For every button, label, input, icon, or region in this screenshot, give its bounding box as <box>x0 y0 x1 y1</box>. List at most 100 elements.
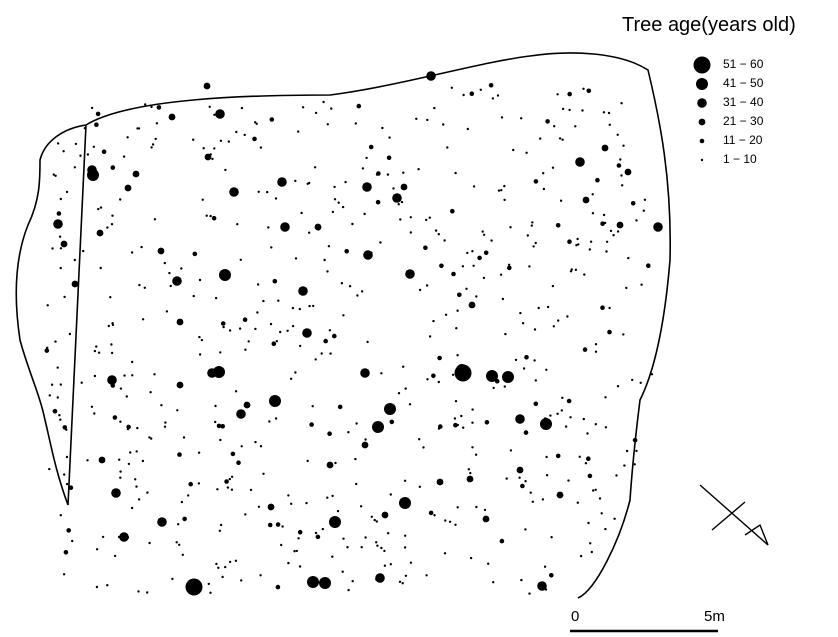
tree-dot <box>487 563 489 565</box>
tree-dot <box>224 169 226 171</box>
tree-dot <box>437 356 442 361</box>
tree-dot <box>216 488 218 490</box>
tree-dot <box>507 266 512 271</box>
tree-dot <box>60 247 62 249</box>
tree-dot <box>417 168 419 170</box>
tree-dot <box>314 166 316 168</box>
tree-dot <box>604 528 606 530</box>
tree-dot <box>206 215 208 217</box>
tree-dot <box>640 284 642 286</box>
legend-label-11-20: 11 − 20 <box>723 133 762 147</box>
tree-dot <box>106 226 108 228</box>
tree-dot <box>356 294 358 296</box>
tree-dot <box>634 463 636 465</box>
tree-dot <box>467 476 474 483</box>
tree-dot <box>376 200 381 205</box>
tree-dot <box>577 243 579 245</box>
tree-dot <box>277 300 279 302</box>
tree-dot <box>136 450 138 452</box>
tree-dot <box>509 226 511 228</box>
tree-dot <box>131 374 133 376</box>
tree-dot <box>468 468 470 470</box>
tree-dot <box>375 573 385 583</box>
tree-dot <box>399 581 401 583</box>
tree-dot <box>53 409 58 414</box>
tree-dot <box>166 310 168 312</box>
tree-dot <box>140 246 142 248</box>
tree-dot <box>235 560 237 562</box>
tree-dot <box>69 485 74 490</box>
tree-dot <box>270 323 272 325</box>
tree-dot <box>258 191 260 193</box>
tree-dot <box>547 306 549 308</box>
tree-dot <box>342 314 344 316</box>
tree-dot <box>299 308 301 310</box>
legend-dot-1-10 <box>690 151 716 170</box>
tree-dot <box>74 166 76 168</box>
tree-dot <box>334 198 336 200</box>
tree-dot <box>627 257 629 259</box>
tree-dot <box>235 390 237 392</box>
tree-dot <box>72 281 79 288</box>
tree-dot <box>592 212 594 214</box>
tree-dot <box>592 489 594 491</box>
tree-dot <box>524 528 526 530</box>
legend-dot-21-30 <box>690 113 716 132</box>
tree-dot <box>51 384 53 386</box>
tree-dot <box>429 335 431 337</box>
tree-dot <box>221 576 223 578</box>
tree-dot <box>469 472 471 474</box>
tree-dot <box>60 514 62 516</box>
tree-dot <box>600 305 605 310</box>
tree-dot <box>59 419 61 421</box>
tree-dot <box>239 327 241 329</box>
tree-dot <box>355 422 357 424</box>
tree-dot <box>483 516 490 523</box>
tree-dot <box>615 474 617 476</box>
tree-dot <box>274 400 276 402</box>
tree-dot <box>475 506 477 508</box>
tree-dot <box>568 109 570 111</box>
tree-dot <box>469 302 476 309</box>
tree-dot <box>57 142 59 144</box>
tree-dot <box>177 319 184 326</box>
tree-dot <box>542 172 544 174</box>
tree-dot <box>456 310 458 312</box>
tree-dot <box>273 279 278 284</box>
tree-dot <box>644 199 646 201</box>
tree-dot <box>387 173 389 175</box>
tree-dot <box>328 245 330 247</box>
tree-dot <box>215 297 217 299</box>
tree-dot <box>613 518 615 520</box>
tree-dot <box>437 479 444 486</box>
tree-dot <box>643 210 645 212</box>
tree-dot <box>215 563 217 565</box>
tree-dot <box>58 414 60 416</box>
tree-dot <box>375 541 377 543</box>
tree-dot <box>621 184 623 186</box>
tree-dot <box>193 295 195 297</box>
tree-dot <box>102 149 107 154</box>
tree-dot <box>347 431 349 433</box>
tree-dot <box>438 233 440 235</box>
tree-dot <box>231 489 233 491</box>
tree-dot <box>418 438 420 440</box>
tree-dot <box>565 425 567 427</box>
tree-dot <box>612 234 614 236</box>
tree-dot <box>532 501 534 503</box>
tree-dot <box>520 579 522 581</box>
tree-dot <box>254 328 256 330</box>
tree-dot <box>381 127 383 129</box>
tree-dot <box>319 577 331 589</box>
tree-dot <box>535 379 537 381</box>
tree-dot <box>321 352 323 354</box>
tree-dot <box>120 387 122 389</box>
tree-dot <box>259 574 261 576</box>
tree-dot <box>176 409 178 411</box>
tree-dot <box>229 329 231 331</box>
legend-dot-41-50 <box>690 75 716 94</box>
tree-dot <box>531 224 533 226</box>
tree-dot <box>362 442 369 449</box>
tree-dot <box>376 520 378 522</box>
tree-dot <box>375 578 377 580</box>
